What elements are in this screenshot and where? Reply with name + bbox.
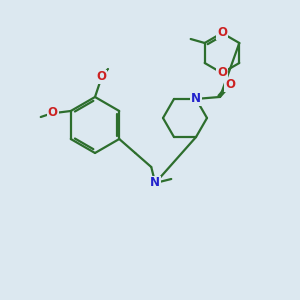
Text: N: N — [150, 176, 160, 190]
Text: O: O — [48, 106, 58, 119]
Text: O: O — [217, 67, 227, 80]
Text: O: O — [96, 70, 106, 83]
Text: O: O — [217, 26, 227, 40]
Text: N: N — [191, 92, 201, 105]
Text: O: O — [225, 78, 235, 92]
